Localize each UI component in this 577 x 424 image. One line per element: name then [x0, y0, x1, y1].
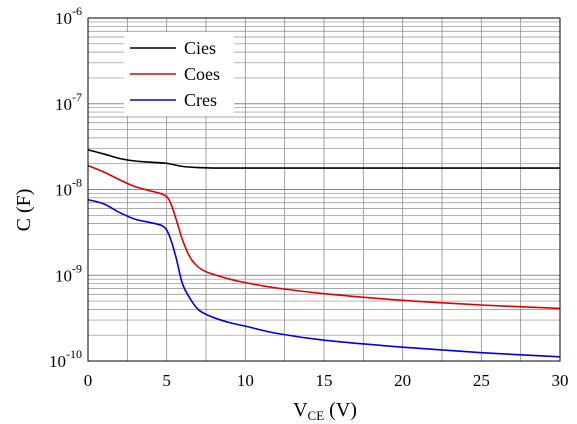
y-tick-exponent: -10	[66, 347, 82, 361]
x-axis-title-subscript: CE	[308, 408, 325, 423]
y-tick-base: 10	[55, 95, 72, 114]
y-tick-label: 10-6	[55, 4, 82, 28]
x-axis-title-unit: (V)	[324, 399, 357, 421]
series-line-cres	[87, 198, 561, 358]
y-tick-exponent: -9	[72, 261, 82, 275]
y-tick-exponent: -7	[72, 90, 82, 104]
x-tick-label: 20	[394, 371, 411, 390]
x-tick-label: 25	[473, 371, 490, 390]
x-tick-label: 0	[84, 371, 93, 390]
y-axis-title: C (F)	[13, 189, 35, 232]
y-tick-label: 10-8	[55, 176, 82, 200]
plot-frame	[87, 17, 561, 362]
y-tick-base: 10	[55, 266, 72, 285]
y-tick-label: 10-10	[49, 347, 82, 371]
y-tick-base: 10	[55, 9, 72, 28]
legend: Cies Coes Cres	[124, 32, 234, 116]
y-tick-exponent: -8	[72, 176, 82, 190]
legend-label-cres: Cres	[184, 90, 217, 110]
series-line-cies	[87, 149, 560, 169]
y-tick-base: 10	[55, 181, 72, 200]
y-tick-exponent: -6	[72, 4, 82, 18]
x-axis-title: VCE (V)	[293, 399, 357, 423]
series-layer	[87, 149, 561, 358]
x-tick-labels: 0 5 10 15 20 25 30	[84, 371, 569, 390]
y-tick-base: 10	[49, 352, 66, 371]
series-line-coes	[87, 164, 561, 310]
x-tick-label: 10	[237, 371, 254, 390]
y-tick-label: 10-9	[55, 261, 82, 285]
legend-label-cies: Cies	[184, 38, 216, 58]
y-tick-label: 10-7	[55, 90, 82, 114]
x-tick-label: 30	[552, 371, 569, 390]
x-axis-title-main: V	[293, 399, 308, 421]
x-tick-label: 15	[316, 371, 333, 390]
legend-label-coes: Coes	[184, 64, 220, 84]
x-tick-label: 5	[162, 371, 171, 390]
